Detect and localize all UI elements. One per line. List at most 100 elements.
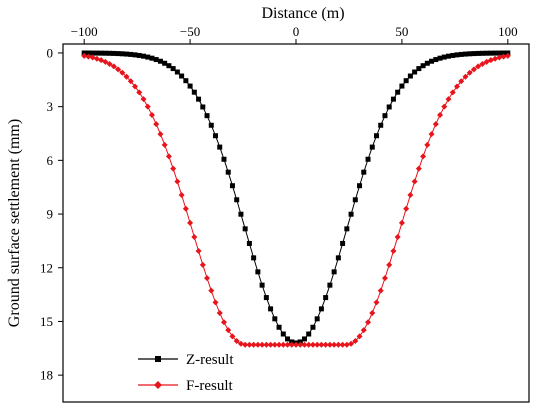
data-point [479, 50, 485, 56]
data-point [237, 340, 244, 347]
data-point [293, 341, 299, 348]
data-point [102, 58, 109, 65]
data-point [458, 51, 464, 57]
x-axis-title: Distance (m) [261, 5, 344, 22]
data-point [386, 104, 392, 110]
data-point [445, 96, 452, 103]
data-point [369, 309, 376, 316]
data-point [471, 51, 477, 57]
data-point [381, 275, 388, 282]
data-point [136, 52, 142, 58]
data-point [119, 69, 126, 76]
data-point [220, 319, 227, 326]
data-point [331, 269, 337, 275]
data-point [153, 121, 160, 128]
data-point [453, 83, 460, 90]
data-point [208, 122, 214, 128]
data-point [288, 341, 295, 348]
data-point [390, 96, 396, 102]
data-point [183, 78, 189, 84]
data-point [187, 219, 194, 226]
data-point [356, 333, 363, 340]
series-f [81, 52, 511, 348]
data-point [411, 178, 418, 185]
data-point [415, 165, 422, 172]
data-point [225, 327, 232, 334]
data-point [148, 111, 155, 118]
data-point [432, 121, 439, 128]
data-point [242, 226, 248, 232]
data-point [305, 341, 312, 348]
data-point [335, 341, 342, 348]
data-point [182, 205, 189, 212]
data-point [369, 144, 375, 150]
data-point [446, 53, 452, 59]
data-point [217, 144, 223, 150]
data-point [407, 191, 414, 198]
data-point [140, 96, 147, 103]
data-point [331, 341, 338, 348]
data-point [123, 73, 130, 80]
data-point [174, 178, 181, 185]
legend-marker-f [154, 381, 162, 389]
data-point [216, 309, 223, 316]
data-point [199, 261, 206, 268]
x-tick-label: 100 [498, 24, 518, 39]
data-point [191, 233, 198, 240]
data-point [348, 340, 355, 347]
data-point [343, 341, 350, 348]
data-point [428, 131, 435, 138]
data-point [357, 183, 363, 189]
data-point [179, 73, 185, 79]
data-point [251, 255, 257, 261]
data-point [352, 197, 358, 203]
data-point [280, 331, 286, 337]
data-point [234, 197, 240, 203]
data-point [255, 269, 261, 275]
data-point [153, 57, 159, 63]
data-point [454, 52, 460, 58]
data-point [467, 51, 473, 57]
data-point [484, 50, 490, 56]
data-point [272, 316, 278, 322]
data-point [458, 78, 465, 85]
data-point [309, 341, 316, 348]
data-point [191, 89, 197, 95]
data-point [314, 341, 321, 348]
data-point [132, 52, 138, 58]
data-point [412, 69, 418, 75]
data-point [259, 282, 265, 288]
data-point [466, 69, 473, 76]
data-point [449, 89, 456, 96]
data-point [162, 60, 168, 66]
data-point [102, 50, 108, 56]
data-point [407, 73, 413, 79]
data-point [204, 275, 211, 282]
data-point [492, 50, 498, 56]
series-line-z [84, 52, 508, 344]
data-point [250, 341, 257, 348]
data-point [161, 141, 168, 148]
data-point [263, 295, 269, 301]
data-point [132, 83, 139, 90]
series-z [81, 50, 511, 346]
data-point [267, 341, 274, 348]
y-axis-title: Ground surface settlement (mm) [6, 119, 23, 327]
data-point [441, 103, 448, 110]
data-point [348, 211, 354, 217]
data-point [229, 333, 236, 340]
x-tick-label: −50 [180, 24, 200, 39]
data-point [424, 141, 431, 148]
data-point [178, 191, 185, 198]
data-point [301, 341, 308, 348]
data-point [378, 122, 384, 128]
data-point [352, 338, 359, 345]
data-point [475, 63, 482, 70]
plot-frame [62, 43, 530, 403]
data-point [424, 60, 430, 66]
data-point [238, 211, 244, 217]
data-point [492, 55, 499, 62]
data-point [398, 219, 405, 226]
data-point [470, 66, 477, 73]
